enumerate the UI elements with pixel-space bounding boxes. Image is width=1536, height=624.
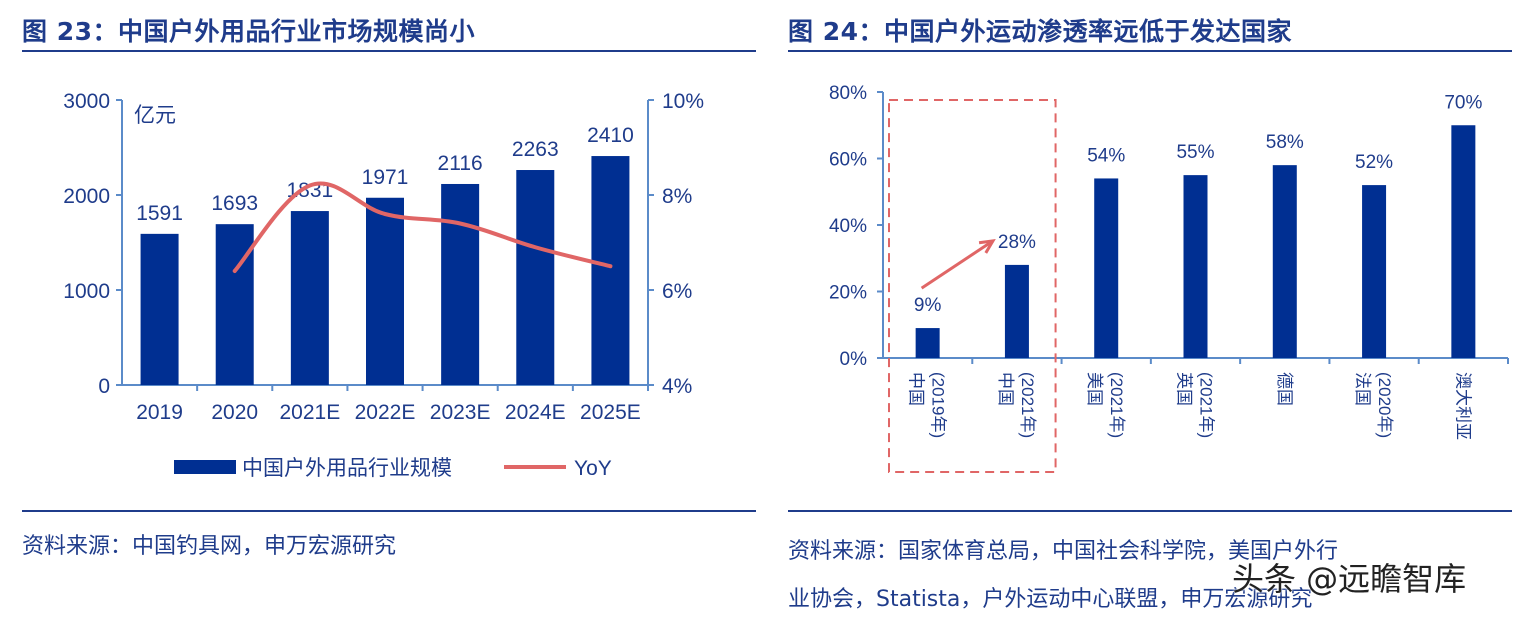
- bar: [1362, 185, 1387, 358]
- x-tick-label: 2024E: [505, 401, 566, 424]
- x-tick-label: 中国: [996, 372, 1015, 406]
- yoy-line: [232, 181, 613, 273]
- bar: [366, 197, 404, 385]
- growth-arrow: [920, 239, 994, 290]
- bar: [1004, 264, 1029, 358]
- bar-label: 58%: [1266, 132, 1304, 153]
- y-tick-label: 80%: [829, 83, 867, 104]
- bar: [140, 233, 179, 385]
- legend-label-bar: 中国户外用品行业规模: [242, 457, 452, 480]
- bar: [1183, 175, 1208, 358]
- bar: [1094, 178, 1119, 358]
- bar: [215, 224, 254, 385]
- bar-label: 2116: [438, 152, 483, 175]
- right-chart: 0%20%40%60%80%9%中国 (2019年)28%中国 (2021年)54%…: [829, 83, 1509, 473]
- x-tick-label-group: 澳大利亚: [1453, 372, 1472, 440]
- x-tick-label: 英国: [1175, 372, 1194, 406]
- x-tick-label: (2020年): [1375, 372, 1394, 438]
- y-tick-label: 20%: [829, 283, 867, 304]
- right-source: 资料来源：国家体育总局，中国社会科学院，美国户外行 业协会，Statista，户…: [788, 528, 1338, 624]
- bar-label: 54%: [1087, 145, 1125, 166]
- x-tick-label: 2023E: [430, 401, 491, 424]
- bar: [441, 183, 480, 385]
- watermark: 头条 @远瞻智库: [1232, 560, 1467, 598]
- bar-label: 70%: [1444, 92, 1482, 113]
- x-tick-label: 德国: [1275, 372, 1294, 406]
- bar-label: 52%: [1355, 152, 1393, 173]
- y2-tick-label: 4%: [662, 375, 692, 398]
- left-figure-title: 图 23：中国户外用品行业市场规模尚小: [22, 17, 475, 46]
- x-tick-label-group: 中国 (2019年): [907, 372, 948, 438]
- x-tick-label: 2019: [136, 401, 183, 424]
- left-source-rule: [22, 510, 756, 512]
- bar: [290, 211, 329, 385]
- bar: [1451, 125, 1476, 358]
- x-tick-label: (2021年): [1197, 372, 1216, 438]
- bar-label: 9%: [914, 295, 942, 316]
- x-tick-label: 2020: [211, 401, 258, 424]
- x-tick-label-group: 德国: [1275, 372, 1294, 406]
- y-tick-label: 0: [98, 375, 110, 398]
- y-tick-label: 1000: [63, 280, 110, 303]
- x-tick-label: (2019年): [929, 372, 948, 438]
- legend-swatch-bar: [174, 460, 236, 474]
- legend-label-line: YoY: [574, 457, 612, 480]
- y-tick-label: 3000: [63, 90, 110, 113]
- x-tick-label: 美国: [1085, 372, 1104, 406]
- x-tick-label: 澳大利亚: [1453, 372, 1472, 440]
- x-tick-label: 2021E: [279, 401, 340, 424]
- y2-tick-label: 10%: [662, 90, 704, 113]
- bar: [1272, 165, 1297, 358]
- left-source: 资料来源：中国钓具网，申万宏源研究: [22, 534, 397, 559]
- x-tick-label: 中国: [907, 372, 926, 406]
- y-tick-label: 2000: [63, 185, 110, 208]
- x-tick-label-group: 中国 (2021年): [996, 372, 1037, 438]
- x-tick-label: (2021年): [1018, 372, 1037, 438]
- bar-label: 1591: [136, 202, 183, 225]
- x-tick-label: 2022E: [355, 401, 416, 424]
- bar: [591, 156, 630, 385]
- x-tick-label-group: 法国 (2020年): [1353, 372, 1394, 438]
- left-title-rule: [22, 50, 756, 52]
- right-source-line-1: 资料来源：国家体育总局，中国社会科学院，美国户外行: [788, 539, 1339, 564]
- bar-label: 2263: [512, 138, 559, 161]
- left-chart: 0 1000 2000 3000 4% 6% 8% 10% 亿元 1591 2019 1693 2020…: [63, 90, 704, 480]
- bar-label: 1971: [362, 166, 409, 189]
- right-source-line-2: 业协会，Statista，户外运动中心联盟，申万宏源研究: [788, 587, 1313, 612]
- right-title-rule: [788, 50, 1512, 52]
- x-tick-label: (2021年): [1107, 372, 1126, 438]
- bar: [516, 170, 555, 385]
- x-tick-label-group: 美国 (2021年): [1085, 372, 1126, 438]
- highlight-box: [888, 99, 1057, 473]
- x-tick-label-group: 英国 (2021年): [1175, 372, 1216, 438]
- x-tick-label: 2025E: [580, 401, 641, 424]
- bar: [915, 328, 940, 358]
- y-tick-label: 60%: [829, 150, 867, 171]
- y2-tick-label: 8%: [662, 185, 692, 208]
- y2-tick-label: 6%: [662, 280, 692, 303]
- x-tick-label: 法国: [1353, 372, 1372, 406]
- bar-label: 2410: [587, 124, 634, 147]
- bar-label: 1693: [211, 192, 258, 215]
- y-tick-label: 40%: [829, 216, 867, 237]
- y-tick-label: 0%: [840, 349, 868, 370]
- bar-label: 55%: [1176, 142, 1214, 163]
- bar-label: 28%: [998, 232, 1036, 253]
- right-figure-title: 图 24：中国户外运动渗透率远低于发达国家: [788, 17, 1292, 46]
- y-axis-unit: 亿元: [134, 104, 176, 127]
- right-source-rule: [788, 510, 1512, 512]
- growth-arrow-head: [978, 238, 996, 254]
